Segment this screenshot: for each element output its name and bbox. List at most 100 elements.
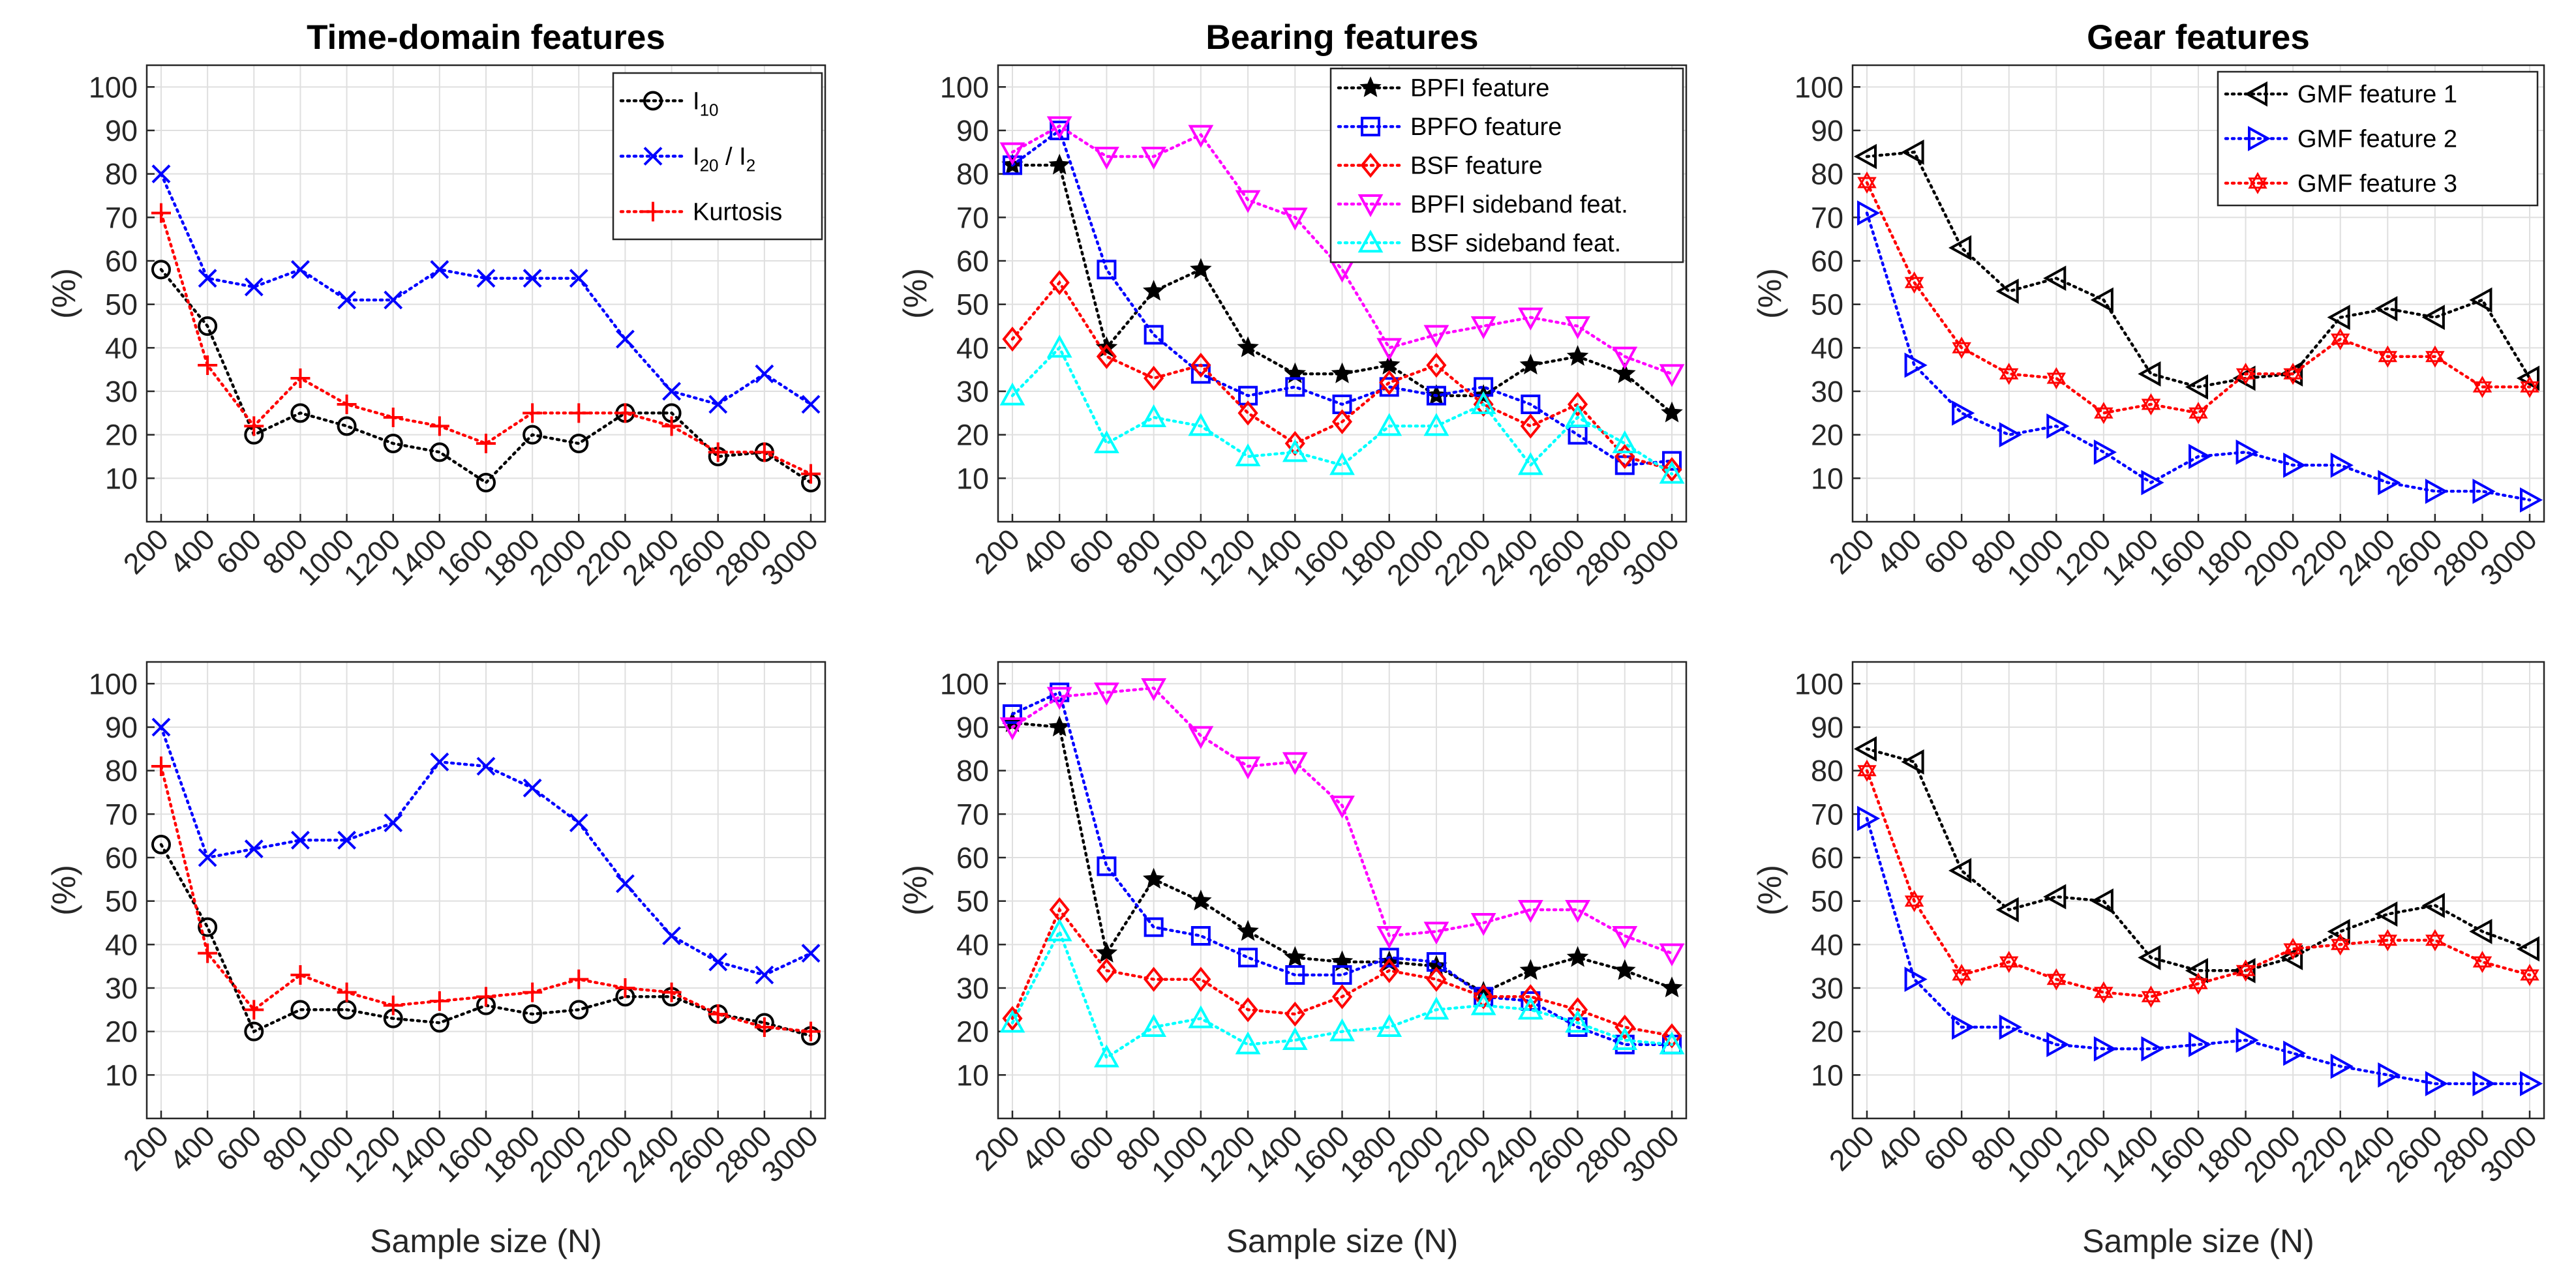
y-tick-label: 30 (956, 375, 989, 408)
series-bsf-feature (1002, 897, 1682, 1049)
data-point (1470, 316, 1496, 340)
data-point (1190, 890, 1212, 910)
data-point (476, 756, 496, 776)
data-point (2425, 929, 2445, 951)
data-point (290, 368, 311, 388)
x-tick-label: 3000 (1616, 1119, 1686, 1189)
data-point (1188, 125, 1214, 148)
data-point (523, 425, 543, 445)
data-point (1857, 171, 1877, 194)
y-tick-label: 70 (105, 201, 138, 234)
y-tick-label: 30 (105, 972, 138, 1005)
y-tick-label: 10 (105, 462, 138, 495)
data-point (2520, 1071, 2543, 1097)
data-point (1235, 756, 1261, 780)
data-point (1096, 958, 1117, 983)
data-point (523, 1004, 543, 1024)
series-line (159, 211, 813, 475)
y-tick-label: 50 (956, 885, 989, 918)
data-point (2279, 944, 2303, 970)
data-point (2046, 968, 2066, 991)
data-point (1188, 726, 1214, 749)
data-point (1237, 920, 1259, 941)
data-point (1661, 401, 1683, 423)
x-tick-label: 3000 (1616, 522, 1686, 592)
series-line (1010, 690, 1674, 1046)
y-tick-label: 80 (1811, 158, 1843, 191)
data-point (1520, 984, 1541, 1010)
y-tick-label: 100 (940, 70, 989, 104)
x-tick-label: 200 (1823, 1119, 1881, 1177)
data-point (1612, 926, 1638, 950)
data-point (1379, 958, 1400, 983)
y-axis-label: (%) (897, 268, 933, 319)
data-point (2283, 938, 2303, 960)
data-point (1857, 759, 1877, 782)
data-point (2425, 478, 2449, 504)
data-point (244, 839, 264, 859)
data-point (244, 1000, 264, 1020)
y-tick-label: 100 (89, 70, 138, 104)
data-point (2141, 393, 2161, 415)
data-point (1235, 190, 1261, 213)
legend-item: I10 (619, 88, 718, 120)
y-tick-label: 40 (956, 928, 989, 961)
chart-gear-top: 1020304050607080901002004006008001000120… (1751, 18, 2545, 592)
data-point (1284, 430, 1305, 457)
data-point (662, 382, 681, 401)
series-gmf-feature-2 (1857, 805, 2543, 1097)
data-point (754, 442, 774, 462)
data-point (198, 316, 218, 336)
data-point (1614, 362, 1636, 383)
data-point (1376, 338, 1402, 361)
data-point (476, 473, 496, 492)
series-line (1865, 747, 2532, 972)
data-point (2327, 305, 2350, 331)
data-point (1003, 704, 1022, 724)
y-tick-label: 10 (105, 1058, 138, 1092)
data-point (2189, 972, 2208, 995)
data-point (1661, 457, 1682, 483)
x-tick-label: 600 (1917, 522, 1975, 580)
data-point (2472, 1071, 2496, 1097)
data-point (1285, 377, 1305, 397)
data-point (1661, 976, 1683, 998)
legend-item: GMF feature 1 (2224, 81, 2457, 108)
data-point (430, 260, 449, 279)
data-point (1470, 992, 1496, 1015)
data-point (1565, 404, 1590, 427)
x-tick-label: 200 (968, 1119, 1026, 1177)
y-tick-label: 10 (1811, 462, 1843, 495)
data-point (1046, 687, 1072, 710)
data-point (2141, 985, 2161, 1008)
data-point (1141, 678, 1167, 702)
series-gmf-feature-2 (1857, 200, 2543, 513)
data-point (523, 269, 542, 288)
data-point (1379, 948, 1399, 968)
data-point (151, 203, 171, 223)
data-point (1566, 946, 1589, 967)
data-point (244, 277, 264, 297)
data-point (1003, 155, 1022, 175)
data-point (291, 830, 310, 850)
x-tick-label: 3000 (2474, 522, 2543, 592)
y-tick-label: 50 (1811, 885, 1843, 918)
x-tick-label: 200 (1823, 522, 1881, 580)
data-point (384, 813, 403, 833)
data-point (1659, 364, 1685, 387)
data-point (2520, 487, 2543, 513)
data-point (2469, 918, 2493, 944)
data-point (1329, 452, 1355, 475)
data-point (1094, 682, 1119, 706)
y-tick-label: 70 (1811, 798, 1843, 831)
data-point (1144, 325, 1164, 345)
data-point (1423, 996, 1449, 1020)
y-tick-label: 50 (105, 288, 138, 322)
data-point (198, 848, 217, 867)
data-point (151, 756, 171, 776)
series-line (1010, 128, 1674, 467)
legend-item: Kurtosis (619, 199, 782, 226)
data-point (1282, 1026, 1308, 1050)
series-line (1010, 124, 1674, 376)
y-tick-label: 90 (956, 114, 989, 147)
